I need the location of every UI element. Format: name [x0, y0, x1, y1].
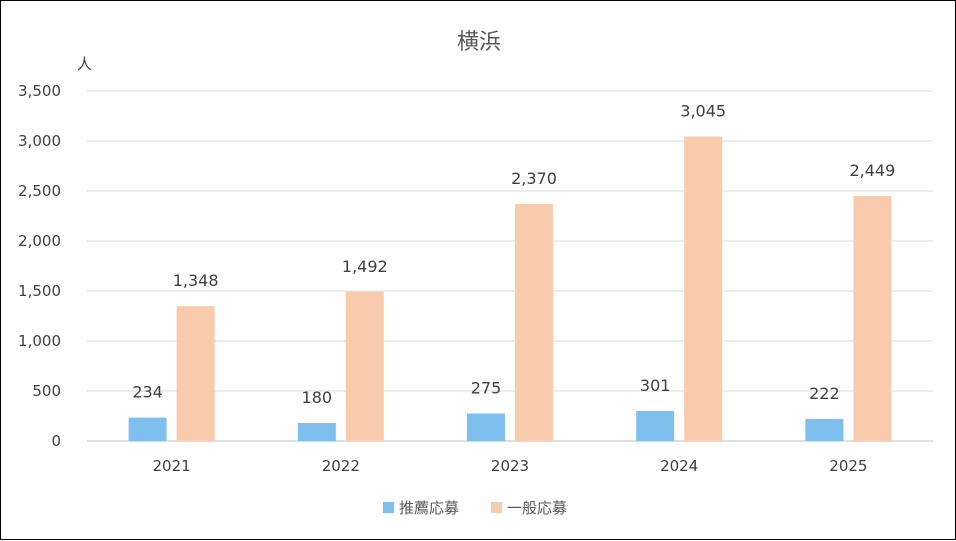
data-label: 2,449 — [849, 161, 895, 180]
data-label: 275 — [471, 379, 502, 398]
y-tick-label: 0 — [51, 432, 61, 450]
bar-series — [128, 136, 892, 441]
bar — [853, 196, 892, 441]
bar — [515, 204, 553, 441]
y-tick-label: 1,500 — [18, 282, 61, 300]
bar — [805, 418, 844, 441]
data-label: 1,348 — [173, 271, 219, 290]
y-tick-label: 2,000 — [18, 232, 61, 250]
y-tick-label: 500 — [32, 382, 61, 400]
bar — [345, 291, 384, 441]
bar — [636, 410, 675, 441]
y-tick-label: 1,000 — [18, 332, 61, 350]
legend-label: 推薦応募 — [399, 499, 459, 517]
y-tick-label: 2,500 — [18, 182, 61, 200]
x-tick-label: 2025 — [829, 457, 867, 475]
y-tick-label: 3,000 — [18, 132, 61, 150]
data-label: 222 — [809, 384, 840, 403]
data-label: 3,045 — [680, 102, 726, 121]
legend: 推薦応募 一般応募 — [383, 499, 567, 517]
bar — [684, 136, 723, 441]
data-labels: 234 1,348 180 1,492 275 2,370 301 3,045 222 2,449 — [132, 102, 895, 408]
x-tick-label: 2023 — [491, 457, 529, 475]
bar — [297, 423, 336, 441]
y-tick-label: 3,500 — [18, 82, 61, 100]
data-label: 234 — [132, 383, 163, 402]
bar — [467, 413, 505, 441]
bar — [176, 306, 215, 441]
x-tick-label: 2021 — [153, 457, 191, 475]
y-axis-tick-labels: 0 500 1,000 1,500 2,000 2,500 3,000 3,500 — [18, 82, 61, 450]
chart-title: 横浜 — [457, 30, 501, 55]
legend-swatch — [383, 502, 394, 513]
data-label: 301 — [640, 376, 671, 395]
data-label: 2,370 — [511, 169, 557, 188]
data-label: 180 — [302, 388, 333, 407]
x-axis-tick-labels: 2021 2022 2023 2024 2025 — [153, 457, 868, 475]
legend-label: 一般応募 — [507, 499, 567, 517]
legend-swatch — [491, 502, 502, 513]
gridlines — [87, 90, 933, 442]
y-axis-unit-label: 人 — [77, 55, 92, 73]
data-label: 1,492 — [342, 257, 388, 276]
x-tick-label: 2024 — [660, 457, 698, 475]
bar — [128, 417, 167, 441]
x-tick-label: 2022 — [322, 457, 360, 475]
